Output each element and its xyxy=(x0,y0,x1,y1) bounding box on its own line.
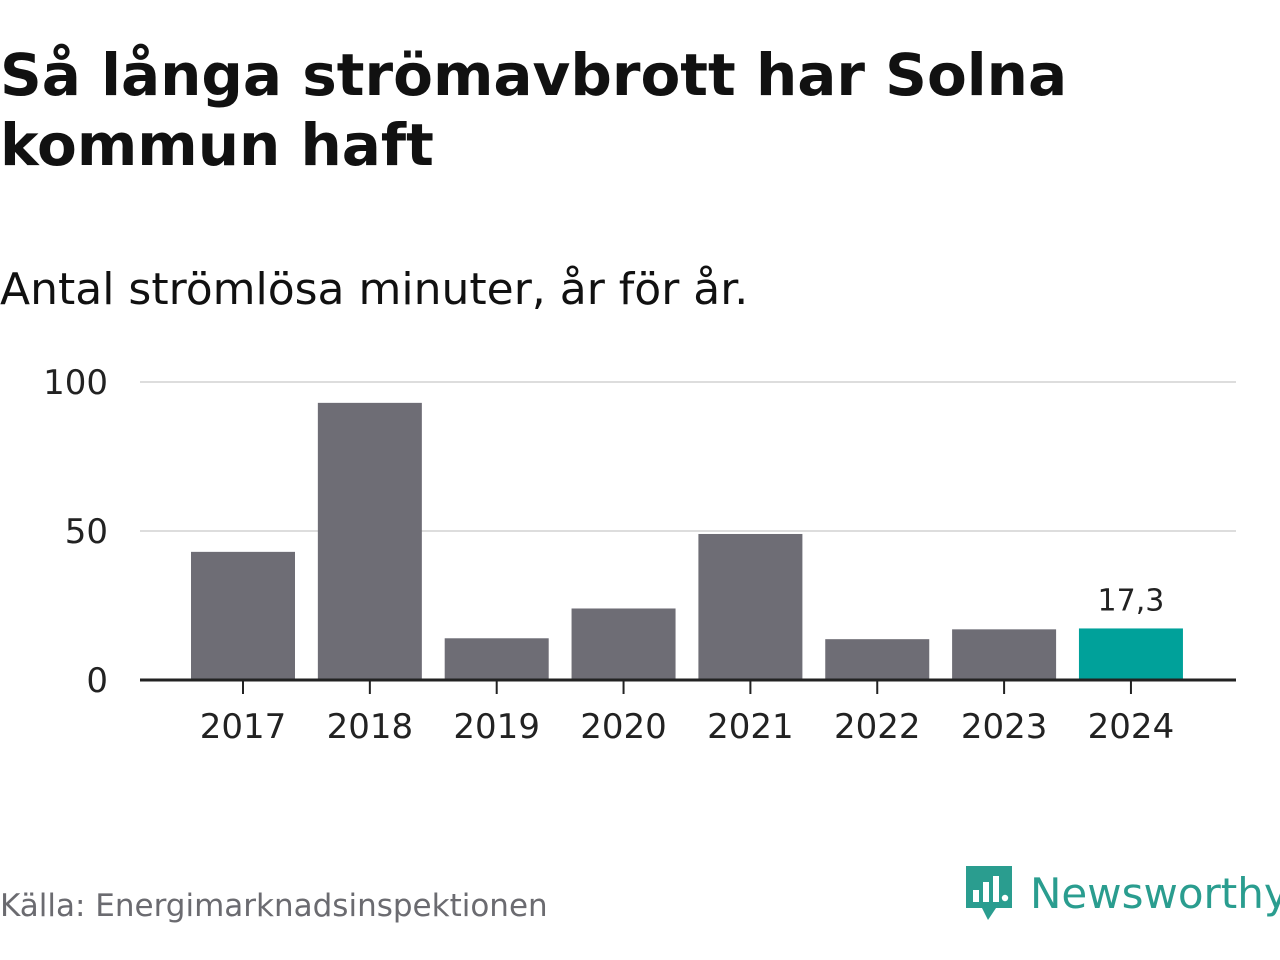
brand-name: Newsworthy xyxy=(1030,869,1280,918)
x-tick-label: 2018 xyxy=(327,707,414,747)
chart-subtitle: Antal strömlösa minuter, år för år. xyxy=(0,264,749,315)
bar-2017 xyxy=(191,551,295,680)
data-labels: 17,3 xyxy=(1098,583,1165,618)
bar-2019 xyxy=(444,638,549,680)
x-tick-label: 2022 xyxy=(834,707,921,747)
gridlines xyxy=(140,381,1236,532)
x-axis xyxy=(140,678,1236,694)
x-tick-label: 2023 xyxy=(961,707,1048,747)
bar-2021 xyxy=(698,533,803,680)
bar-2020 xyxy=(571,608,676,680)
x-tick-label: 2017 xyxy=(200,707,287,747)
bars xyxy=(191,402,1183,680)
x-tick-label: 2020 xyxy=(580,707,667,747)
newsworthy-logo: Newsworthy xyxy=(962,862,1280,926)
x-tick-label: 2019 xyxy=(453,707,540,747)
bar-2022 xyxy=(825,639,930,680)
newsworthy-logo-icon xyxy=(966,866,1012,920)
chart-title: Så långa strömavbrott har Solna kommun h… xyxy=(0,41,1068,179)
y-tick-label: 100 xyxy=(43,363,108,403)
x-tick-label: 2021 xyxy=(707,707,794,747)
y-tick-label: 50 xyxy=(65,512,108,552)
bar-2024 xyxy=(1078,628,1183,680)
y-tick-label: 0 xyxy=(86,661,108,701)
source-note: Källa: Energimarknadsinspektionen xyxy=(0,888,548,924)
bar-2018 xyxy=(317,402,422,680)
x-tick-label: 2024 xyxy=(1088,707,1175,747)
data-label: 17,3 xyxy=(1098,583,1165,618)
y-axis-tick-labels: 0 50 100 xyxy=(43,363,108,701)
bar-2023 xyxy=(952,629,1057,680)
x-axis-tick-labels: 2017 2018 2019 2020 2021 2022 2023 2024 xyxy=(200,707,1174,747)
